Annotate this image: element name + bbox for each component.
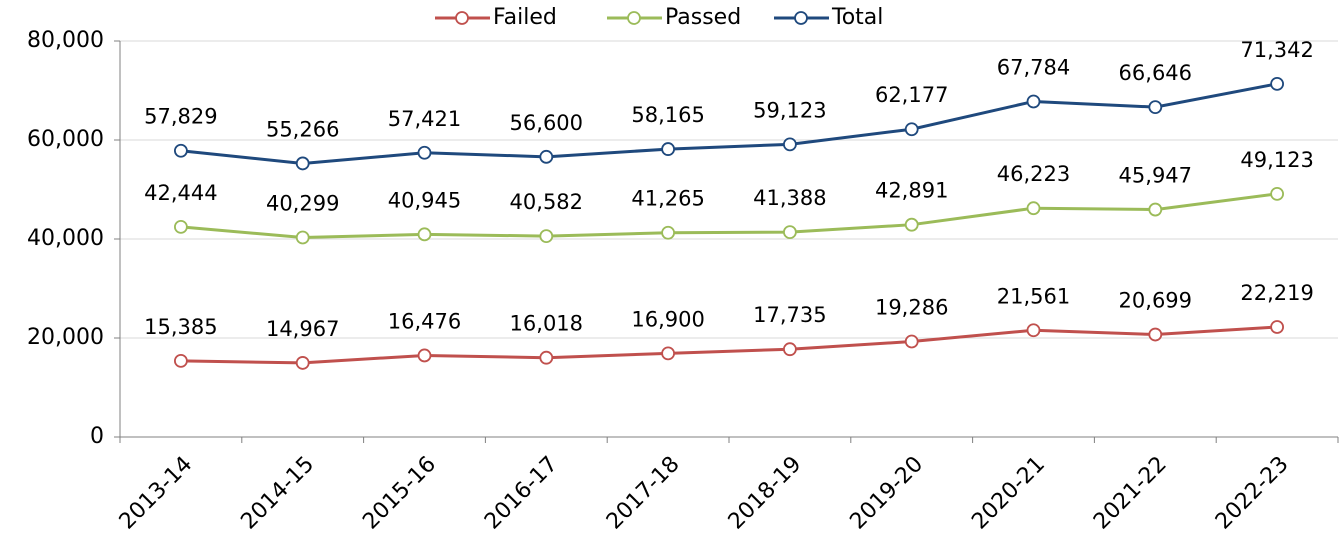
y-tick-label: 60,000 bbox=[27, 127, 104, 152]
point bbox=[661, 142, 675, 156]
point bbox=[417, 145, 432, 160]
data-label: 71,342 bbox=[1240, 38, 1313, 62]
data-label: 57,829 bbox=[144, 105, 217, 129]
point bbox=[1270, 320, 1284, 334]
x-tick-label: 2018-19 bbox=[724, 452, 807, 535]
point bbox=[539, 229, 554, 244]
y-tick-label: 80,000 bbox=[27, 28, 104, 53]
x-tick-label: 2020-21 bbox=[967, 452, 1050, 535]
data-label: 22,219 bbox=[1240, 281, 1313, 305]
y-tick-label: 0 bbox=[90, 424, 104, 449]
x-tick-label: 2021-22 bbox=[1089, 452, 1172, 535]
data-label: 41,388 bbox=[753, 186, 826, 210]
point bbox=[661, 225, 675, 240]
legend-label: Failed bbox=[493, 5, 557, 30]
x-tick-label: 2013-14 bbox=[115, 452, 198, 535]
legend-marker bbox=[455, 11, 469, 25]
data-label: 14,967 bbox=[266, 317, 339, 341]
point bbox=[295, 356, 310, 370]
x-tick-label: 2019-20 bbox=[846, 452, 929, 535]
data-label: 59,123 bbox=[753, 98, 826, 122]
point bbox=[1270, 76, 1284, 91]
data-label: 57,421 bbox=[388, 107, 461, 131]
data-label: 17,735 bbox=[753, 303, 826, 327]
point bbox=[1026, 201, 1041, 216]
data-label: 20,699 bbox=[1119, 289, 1192, 313]
x-tick-label: 2014-15 bbox=[237, 452, 320, 535]
point bbox=[173, 143, 188, 158]
x-tick-label: 2016-17 bbox=[480, 452, 563, 535]
series-line bbox=[180, 82, 1278, 165]
point bbox=[1148, 202, 1163, 217]
point bbox=[1026, 323, 1041, 338]
data-label: 40,582 bbox=[510, 190, 583, 214]
point bbox=[417, 348, 432, 363]
data-label: 16,476 bbox=[388, 309, 461, 333]
data-label: 21,561 bbox=[997, 284, 1070, 308]
legend-marker bbox=[627, 11, 641, 25]
x-tick-label: 2017-18 bbox=[602, 452, 685, 535]
data-label: 58,165 bbox=[631, 103, 704, 127]
point bbox=[783, 137, 797, 152]
point bbox=[417, 227, 432, 242]
point bbox=[783, 225, 797, 240]
data-label: 42,444 bbox=[144, 181, 217, 205]
data-label: 66,646 bbox=[1119, 61, 1192, 85]
point bbox=[1148, 327, 1163, 342]
series-line bbox=[180, 192, 1278, 240]
data-label: 67,784 bbox=[997, 55, 1070, 79]
series-line bbox=[180, 325, 1278, 365]
legend-marker bbox=[794, 11, 808, 25]
data-label: 45,947 bbox=[1119, 164, 1192, 188]
point bbox=[173, 353, 188, 368]
data-label: 62,177 bbox=[875, 83, 948, 107]
point bbox=[904, 217, 919, 232]
data-label: 40,299 bbox=[266, 192, 339, 216]
data-label: 15,385 bbox=[144, 315, 217, 339]
y-tick-label: 20,000 bbox=[27, 325, 104, 350]
point bbox=[661, 346, 675, 361]
data-label: 56,600 bbox=[510, 111, 583, 135]
data-label: 41,265 bbox=[631, 187, 704, 211]
point bbox=[783, 342, 797, 357]
legend-label: Total bbox=[831, 5, 883, 30]
data-label: 46,223 bbox=[997, 162, 1070, 186]
point bbox=[173, 220, 188, 234]
data-label: 19,286 bbox=[875, 296, 948, 320]
data-label: 16,900 bbox=[631, 307, 704, 331]
data-label: 40,945 bbox=[388, 188, 461, 212]
point bbox=[539, 350, 554, 365]
point bbox=[295, 156, 310, 171]
point bbox=[1270, 186, 1284, 201]
point bbox=[904, 122, 919, 137]
legend-label: Passed bbox=[665, 5, 741, 30]
point bbox=[904, 334, 919, 349]
point bbox=[1148, 100, 1163, 115]
point bbox=[295, 230, 310, 245]
x-tick-label: 2015-16 bbox=[358, 452, 441, 535]
point bbox=[1026, 94, 1041, 109]
y-tick-label: 40,000 bbox=[27, 226, 104, 251]
x-tick-label: 2022-23 bbox=[1211, 452, 1294, 535]
data-label: 42,891 bbox=[875, 179, 948, 203]
data-label: 16,018 bbox=[510, 312, 583, 336]
point bbox=[539, 149, 554, 164]
data-label: 55,266 bbox=[266, 117, 339, 141]
data-label: 49,123 bbox=[1240, 148, 1313, 172]
